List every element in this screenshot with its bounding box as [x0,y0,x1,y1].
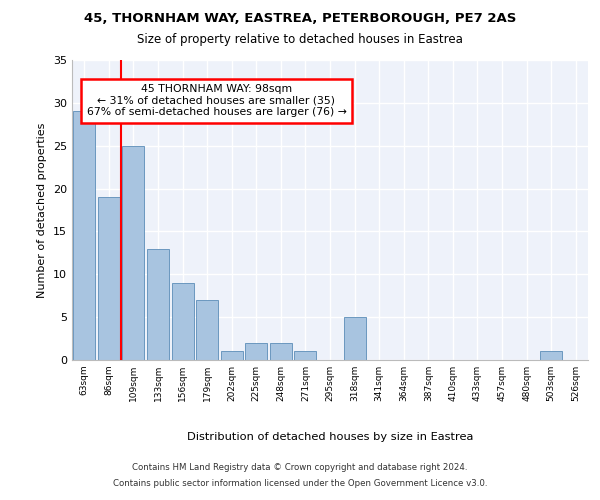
Text: Distribution of detached houses by size in Eastrea: Distribution of detached houses by size … [187,432,473,442]
Bar [172,283,194,360]
Bar [245,343,268,360]
Text: 45 THORNHAM WAY: 98sqm
← 31% of detached houses are smaller (35)
67% of semi-det: 45 THORNHAM WAY: 98sqm ← 31% of detached… [86,84,346,117]
Bar [73,112,95,360]
Bar [98,197,120,360]
Bar [270,343,292,360]
Bar [344,317,365,360]
Bar [147,248,169,360]
Text: Contains HM Land Registry data © Crown copyright and database right 2024.: Contains HM Land Registry data © Crown c… [132,464,468,472]
Bar [295,352,316,360]
Bar [122,146,145,360]
Y-axis label: Number of detached properties: Number of detached properties [37,122,47,298]
Text: Contains public sector information licensed under the Open Government Licence v3: Contains public sector information licen… [113,478,487,488]
Text: Size of property relative to detached houses in Eastrea: Size of property relative to detached ho… [137,32,463,46]
Bar [221,352,243,360]
Text: 45, THORNHAM WAY, EASTREA, PETERBOROUGH, PE7 2AS: 45, THORNHAM WAY, EASTREA, PETERBOROUGH,… [84,12,516,26]
Bar [196,300,218,360]
Bar [540,352,562,360]
